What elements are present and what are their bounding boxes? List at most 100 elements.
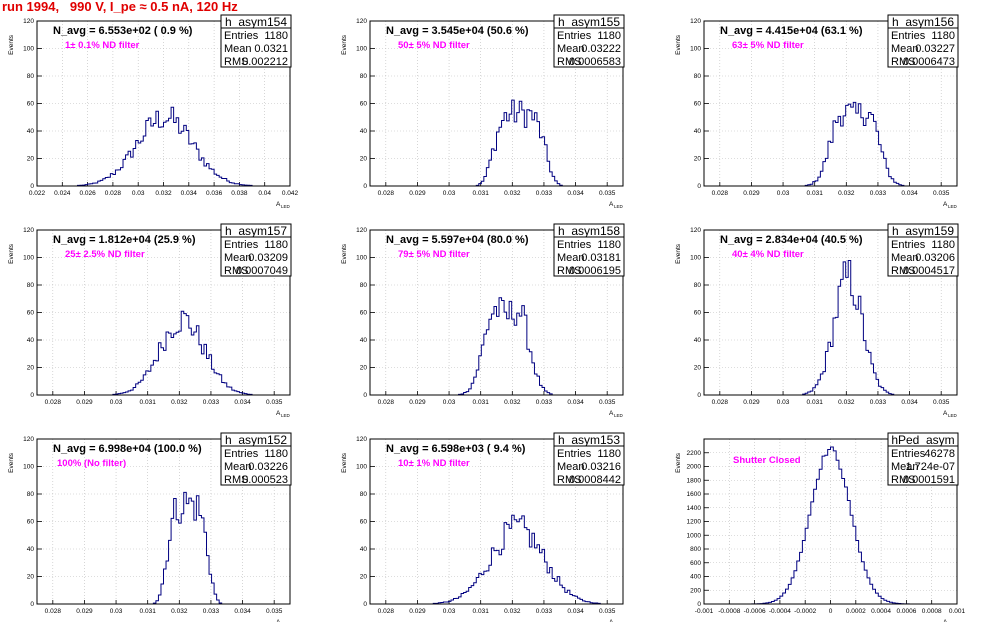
x-tick-label: -0.0004 — [769, 608, 791, 615]
stats-title: h_asym157 — [225, 224, 287, 238]
y-tick-label: 80 — [360, 491, 368, 498]
y-tick-label: 120 — [23, 436, 34, 443]
filter-annotation: 100% (No filter) — [57, 458, 126, 469]
y-tick-label: 80 — [694, 282, 702, 289]
y-tick-label: 40 — [27, 128, 35, 135]
x-tick-label: 0.033 — [536, 608, 553, 615]
stats-box — [220, 14, 292, 68]
x-tick-label: 0.03 — [443, 399, 456, 406]
y-tick-label: 120 — [356, 18, 367, 25]
stats-mean-value: 0.03209 — [248, 252, 288, 264]
y-tick-label: 2000 — [687, 464, 702, 471]
x-tick-label: 0.0004 — [871, 608, 891, 615]
stats-rms-label: RMS — [891, 56, 915, 68]
stats-rms-value: 0.0006473 — [903, 56, 955, 68]
y-tick-label: 200 — [690, 587, 701, 594]
navg-label: N_avg = 3.545e+04 (50.6 %) — [386, 25, 529, 37]
x-tick-label: 0.028 — [712, 190, 729, 197]
navg-label: N_avg = 4.415e+04 (63.1 %) — [720, 25, 863, 37]
y-tick-label: 80 — [27, 282, 35, 289]
x-axis-label-sub: LED — [281, 413, 291, 418]
plot-frame — [36, 20, 291, 187]
y-tick-label: 120 — [356, 436, 367, 443]
y-tick-label: 0 — [363, 601, 367, 608]
x-tick-label: 0.033 — [870, 399, 887, 406]
x-axis-label-sub: LED — [281, 204, 291, 209]
x-tick-label: 0.028 — [378, 399, 395, 406]
y-tick-label: 100 — [23, 464, 34, 471]
x-tick-label: 0.028 — [378, 190, 395, 197]
x-axis-label: A — [276, 619, 281, 622]
y-tick-label: 40 — [694, 337, 702, 344]
x-tick-label: 0.028 — [105, 190, 122, 197]
filter-annotation: 10± 1% ND filter — [398, 458, 470, 469]
y-tick-label: 100 — [23, 46, 34, 53]
y-tick-label: 120 — [23, 18, 34, 25]
x-tick-label: 0.029 — [409, 190, 426, 197]
stats-entries-value: 1180 — [597, 30, 621, 42]
stats-title: h_asym159 — [892, 224, 954, 238]
x-tick-label: 0.0006 — [896, 608, 916, 615]
y-tick-label: 40 — [27, 337, 35, 344]
x-tick-label: 0.031 — [473, 399, 490, 406]
navg-label: N_avg = 6.998e+04 (100.0 %) — [53, 443, 202, 455]
navg-label: N_avg = 1.812e+04 (25.9 %) — [53, 234, 196, 246]
y-tick-label: 80 — [360, 282, 368, 289]
stats-mean-label: Mean — [891, 43, 919, 55]
y-tick-label: 60 — [27, 101, 35, 108]
stats-rms-value: 0.0007049 — [236, 265, 288, 277]
histogram-series — [37, 106, 290, 187]
stats-entries-label: Entries — [557, 448, 592, 460]
filter-annotation: 1± 0.1% ND filter — [65, 40, 140, 51]
stats-entries-label: Entries — [891, 30, 926, 42]
x-axis-label: A — [943, 619, 948, 622]
y-tick-label: 20 — [694, 365, 702, 372]
stats-entries-label: Entries — [891, 239, 926, 251]
x-tick-label: 0.031 — [473, 190, 490, 197]
stats-rms-label: RMS — [891, 265, 915, 277]
y-tick-label: 400 — [690, 574, 701, 581]
stats-title: h_asym158 — [558, 224, 620, 238]
y-axis-label: Events — [8, 452, 15, 473]
x-tick-label: 0.031 — [807, 399, 824, 406]
run-title: run 1994, 990 V, I_pe ≈ 0.5 nA, 120 Hz — [2, 0, 238, 14]
stats-rms-value: 0.0006583 — [569, 56, 621, 68]
x-tick-label: 0.028 — [378, 608, 395, 615]
x-tick-label: 0.0008 — [922, 608, 942, 615]
x-tick-label: 0.032 — [171, 399, 188, 406]
stats-rms-label: RMS — [557, 474, 581, 486]
y-tick-label: 0 — [697, 392, 701, 399]
plot-frame — [369, 438, 624, 605]
x-axis-label: A — [276, 201, 281, 208]
x-tick-label: 0.029 — [409, 608, 426, 615]
x-tick-label: 0.035 — [266, 608, 283, 615]
stats-rms-value: 0.000523 — [242, 474, 288, 486]
stats-entries-label: Entries — [557, 239, 592, 251]
stats-rms-label: RMS — [224, 56, 248, 68]
stats-mean-value: 0.03216 — [581, 461, 621, 473]
x-tick-label: 0.029 — [743, 399, 760, 406]
x-tick-label: -0.0008 — [718, 608, 740, 615]
x-tick-label: 0.033 — [536, 399, 553, 406]
panel-hPed_asym: -0.001 -0.0008 -0.0006 -0.0004 -0.0002 0 0.000… — [675, 432, 966, 622]
stats-rms-label: RMS — [224, 265, 248, 277]
stats-mean-value: 0.03181 — [581, 252, 621, 264]
x-tick-label: 0.031 — [473, 608, 490, 615]
y-tick-label: 120 — [690, 227, 701, 234]
panel-h_asym155: 0.028 0.029 0.03 0.031 0.032 0.033 0.034 0.035 0… — [341, 14, 625, 209]
x-tick-label: 0.03 — [132, 190, 145, 197]
histogram-series — [704, 260, 957, 396]
stats-box — [887, 14, 959, 68]
stats-mean-value: 0.03226 — [248, 461, 288, 473]
x-axis-label: A — [609, 410, 614, 417]
stats-entries-label: Entries — [224, 30, 259, 42]
x-tick-label: -0.0006 — [744, 608, 766, 615]
x-axis-label: A — [609, 619, 614, 622]
x-tick-label: 0.029 — [76, 399, 93, 406]
x-tick-label: 0.035 — [933, 399, 950, 406]
x-tick-label: 0.042 — [282, 190, 299, 197]
y-tick-label: 1600 — [687, 491, 702, 498]
x-tick-label: -0.0002 — [794, 608, 816, 615]
x-tick-label: 0.035 — [599, 190, 616, 197]
